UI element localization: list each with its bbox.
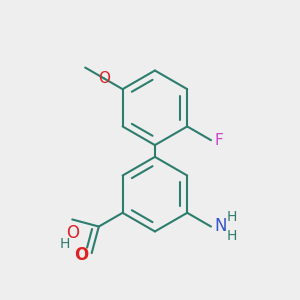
Text: O: O xyxy=(98,71,110,86)
Text: H: H xyxy=(59,237,70,251)
Text: F: F xyxy=(215,133,224,148)
Text: O: O xyxy=(74,246,89,264)
Text: N: N xyxy=(214,217,226,235)
Text: O: O xyxy=(66,224,79,242)
Text: H: H xyxy=(227,230,237,243)
Text: H: H xyxy=(227,210,237,224)
